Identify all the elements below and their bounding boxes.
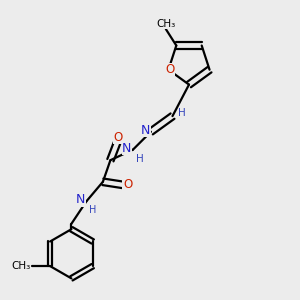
- Text: CH₃: CH₃: [156, 19, 176, 28]
- Text: O: O: [123, 178, 132, 191]
- Text: O: O: [113, 130, 122, 144]
- Text: H: H: [89, 205, 97, 215]
- Text: H: H: [178, 108, 186, 118]
- Text: CH₃: CH₃: [11, 261, 30, 271]
- Text: O: O: [165, 63, 175, 76]
- Text: N: N: [141, 124, 151, 137]
- Text: H: H: [136, 154, 143, 164]
- Text: N: N: [122, 142, 132, 155]
- Text: N: N: [76, 193, 85, 206]
